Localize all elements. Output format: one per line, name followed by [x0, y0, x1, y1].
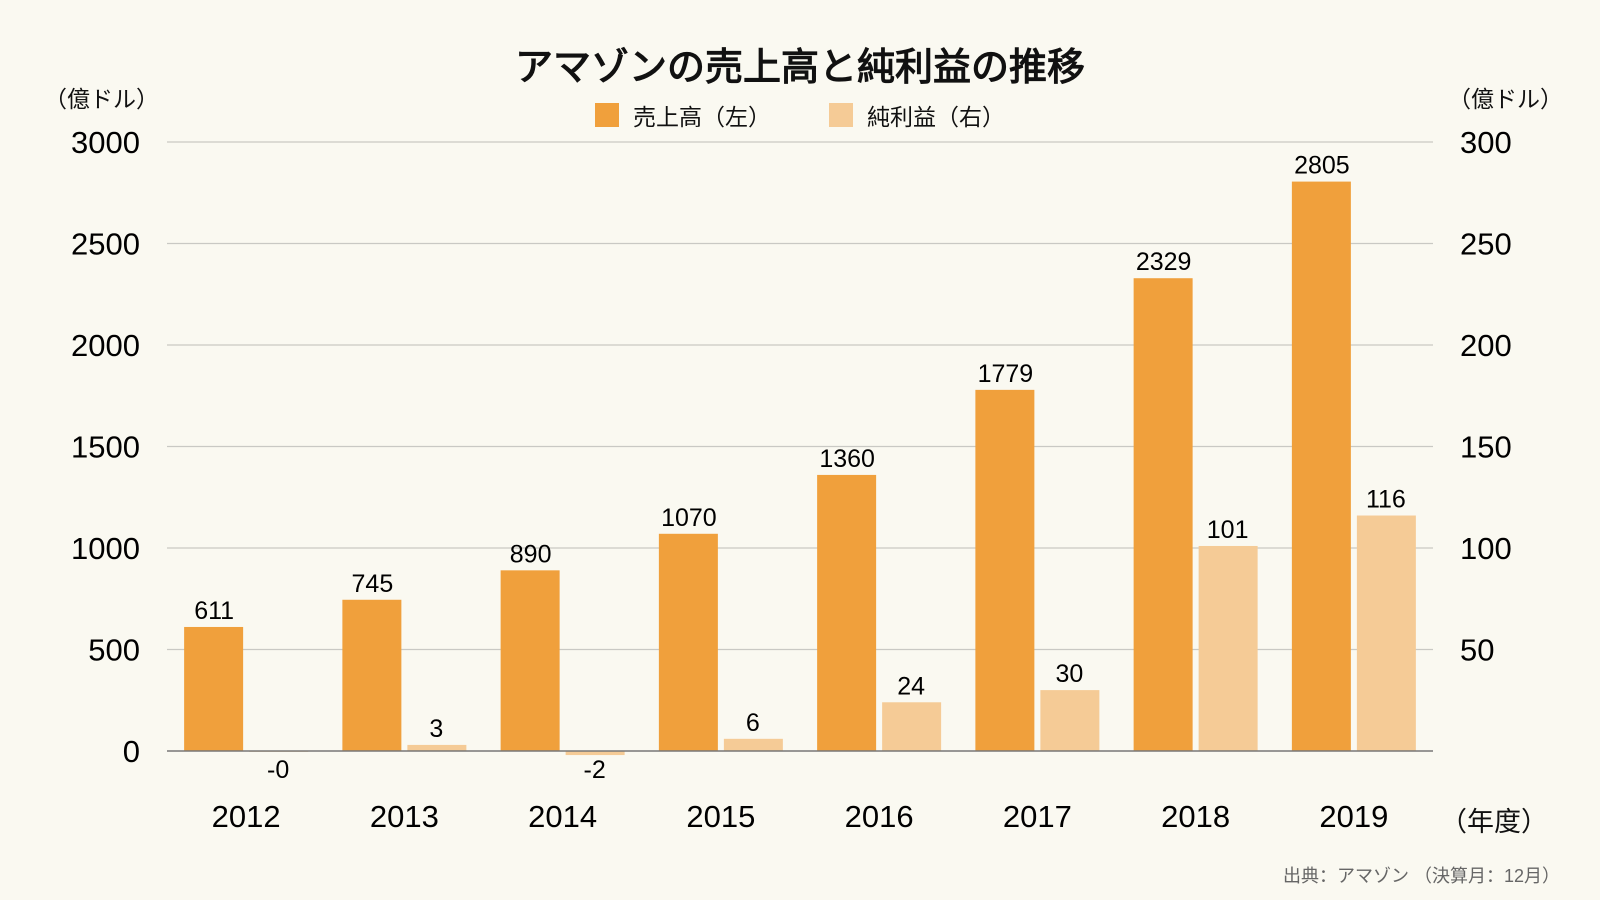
bar-revenue — [342, 599, 402, 751]
data-label-profit: 30 — [1055, 660, 1083, 688]
legend-label-profit: 純利益（右） — [867, 104, 1005, 130]
data-label-revenue: 1070 — [661, 504, 717, 532]
right-tick-label: 300 — [1460, 125, 1512, 160]
data-label-revenue: 2329 — [1136, 248, 1192, 276]
left-tick-label: 0 — [123, 734, 140, 769]
data-label-profit: 3 — [429, 715, 443, 743]
data-label-revenue: 1360 — [819, 445, 875, 473]
x-tick-label: 2012 — [212, 799, 281, 834]
right-tick-label: 50 — [1460, 633, 1494, 668]
right-tick-label: 100 — [1460, 531, 1512, 566]
legend-swatch-revenue — [595, 103, 619, 127]
x-tick-label: 2019 — [1319, 799, 1388, 834]
legend: 売上高（左） 純利益（右） — [0, 98, 1600, 132]
bar-revenue — [975, 389, 1035, 751]
bar-revenue — [817, 474, 877, 751]
bar-profit — [1198, 545, 1258, 751]
bar-revenue — [658, 533, 718, 751]
left-axis-unit: （億ドル） — [44, 86, 159, 112]
data-label-revenue: 611 — [194, 597, 234, 625]
data-label-profit: 24 — [897, 672, 925, 700]
x-tick-label: 2013 — [370, 799, 439, 834]
bar-revenue — [1133, 278, 1193, 751]
legend-label-revenue: 売上高（左） — [633, 104, 771, 130]
right-tick-label: 250 — [1460, 227, 1512, 262]
bar-profit — [723, 738, 783, 751]
x-axis-unit: （年度） — [1440, 807, 1548, 837]
data-label-profit: 101 — [1207, 516, 1249, 544]
bar-profit — [1356, 515, 1416, 751]
bar-profit — [882, 702, 942, 751]
legend-item-profit: 純利益（右） — [829, 98, 1005, 132]
x-tick-label: 2018 — [1161, 799, 1230, 834]
left-tick-label: 3000 — [71, 125, 140, 160]
right-tick-label: 150 — [1460, 430, 1512, 465]
data-label-revenue: 745 — [352, 570, 394, 598]
left-tick-label: 1500 — [71, 430, 140, 465]
left-tick-label: 1000 — [71, 531, 140, 566]
x-tick-label: 2016 — [845, 799, 914, 834]
bar-revenue — [1291, 181, 1351, 751]
bar-profit — [407, 744, 467, 751]
data-label-revenue: 890 — [510, 540, 552, 568]
bar-revenue — [500, 570, 560, 751]
legend-swatch-profit — [829, 103, 853, 127]
legend-item-revenue: 売上高（左） — [595, 98, 771, 132]
x-tick-label: 2017 — [1003, 799, 1072, 834]
data-label-profit: -2 — [584, 756, 606, 784]
chart-title: アマゾンの売上高と純利益の推移 — [514, 47, 1085, 89]
x-tick-label: 2015 — [686, 799, 755, 834]
bar-profit — [1040, 690, 1100, 751]
data-label-revenue: 1779 — [978, 360, 1034, 388]
data-label-profit: 6 — [746, 709, 760, 737]
x-tick-label: 2014 — [528, 799, 597, 834]
right-tick-label: 200 — [1460, 328, 1512, 363]
source-note: 出典：アマゾン （決算月：12月） — [1282, 866, 1560, 886]
data-label-profit: -0 — [267, 756, 289, 784]
data-label-revenue: 2805 — [1294, 152, 1350, 180]
left-tick-label: 2500 — [71, 227, 140, 262]
right-axis-unit: （億ドル） — [1448, 86, 1563, 112]
left-tick-label: 500 — [88, 633, 140, 668]
data-label-profit: 116 — [1366, 486, 1406, 514]
bar-revenue — [184, 626, 244, 751]
left-tick-label: 2000 — [71, 328, 140, 363]
bar-profit — [565, 751, 625, 756]
